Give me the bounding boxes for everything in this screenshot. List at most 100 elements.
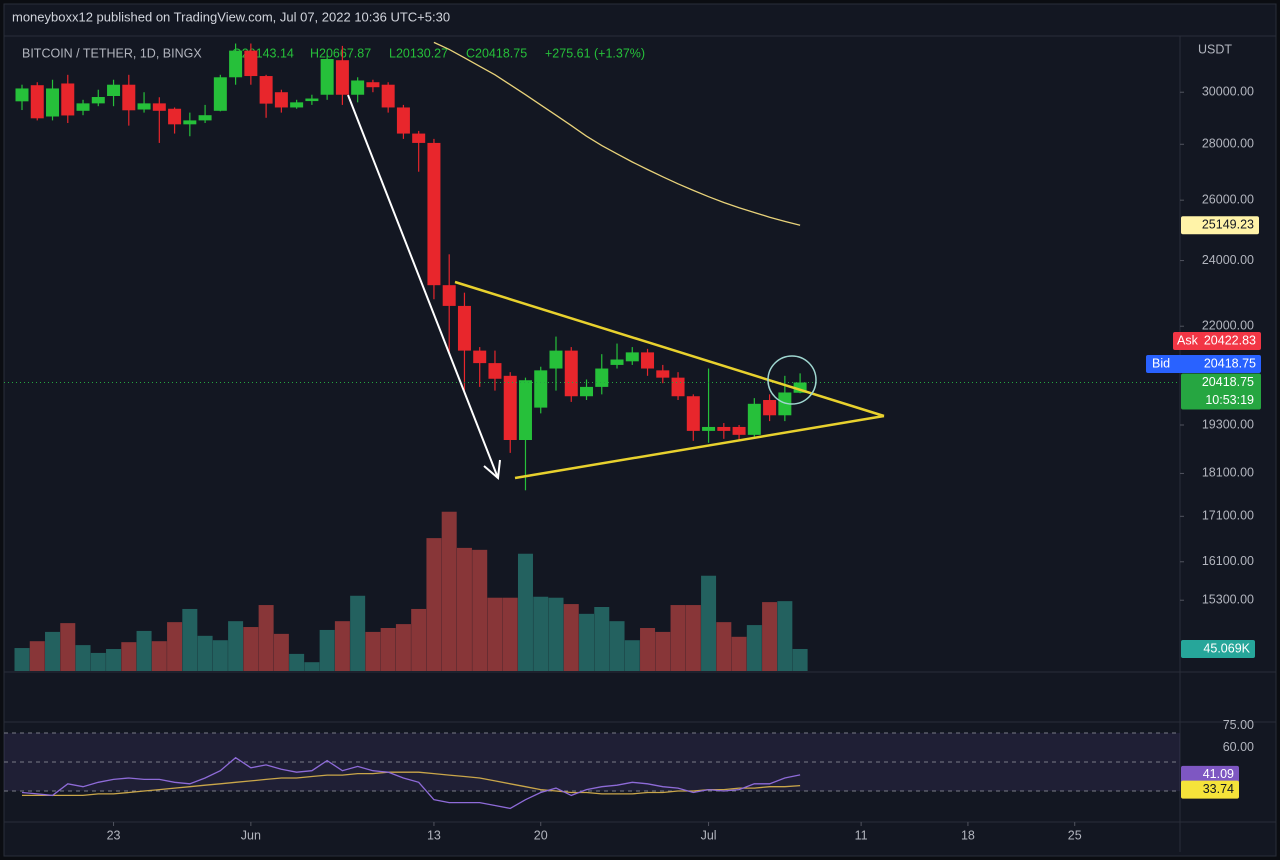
candle-body [747, 403, 761, 435]
volume-bar [182, 608, 198, 671]
volume-badge-bg [1181, 640, 1255, 658]
y-tick-label: 22000.00 [1202, 319, 1254, 333]
candle-body [61, 83, 75, 116]
legend-close: C20418.75 [466, 46, 527, 60]
candle-body [396, 107, 410, 134]
candle-body [76, 103, 90, 111]
candle-body [610, 359, 624, 365]
volume-bar [380, 628, 396, 671]
candle-body [30, 85, 44, 119]
volume-bar [685, 605, 701, 671]
rsi-tick-label: 60.00 [1223, 740, 1254, 754]
x-tick-label: 25 [1068, 828, 1082, 842]
x-tick-label: 20 [534, 828, 548, 842]
volume-bar [289, 653, 305, 671]
ma-badge-bg [1181, 216, 1259, 235]
x-tick-label: 23 [107, 828, 121, 842]
candle-body [229, 50, 243, 78]
volume-bar [670, 605, 686, 671]
volume-bar [487, 597, 503, 671]
candle-body [366, 82, 380, 88]
volume-badge: 45.069K [1203, 641, 1250, 655]
candle-body [427, 142, 441, 286]
bid-label: Bid [1152, 356, 1170, 370]
volume-bar [548, 597, 564, 671]
volume-bar [243, 627, 259, 671]
volume-bar [167, 622, 183, 671]
volume-bar [655, 631, 671, 671]
volume-bar [29, 641, 45, 671]
bid-badge-bg [1146, 355, 1261, 373]
candle-body [305, 98, 319, 102]
candle-body [656, 370, 670, 378]
user-drawings [347, 94, 885, 480]
candle-body [107, 84, 121, 97]
candle-body [137, 103, 151, 110]
candle-body [580, 386, 594, 397]
candle-body [381, 84, 395, 108]
volume-bar [716, 622, 732, 671]
bid-price: 20418.75 [1204, 356, 1256, 370]
candle-body [320, 59, 334, 95]
candle-body [91, 97, 105, 104]
volume-bar [319, 629, 335, 671]
candle-body [152, 103, 166, 111]
volume-bar [777, 601, 793, 671]
volume-bar [411, 608, 427, 671]
countdown: 10:53:19 [1205, 393, 1254, 407]
volume-bar [136, 630, 152, 671]
volume-bar [579, 613, 595, 671]
volume-bar [90, 652, 106, 671]
candle-body [671, 377, 685, 397]
price-unit: USDT [1198, 42, 1232, 56]
candle-body [259, 76, 273, 104]
ask-badge-bg [1173, 332, 1261, 350]
rsi-badge-bg [1181, 765, 1239, 784]
volume-bar [121, 642, 137, 671]
ask-price: 20422.83 [1204, 333, 1256, 347]
x-tick-label: 13 [427, 828, 441, 842]
candle-body [564, 350, 578, 397]
volume-bar [594, 606, 610, 671]
legend-high: H20667.87 [310, 46, 371, 60]
y-tick-label: 26000.00 [1202, 192, 1254, 206]
volume-bar [197, 635, 213, 671]
candle-body [290, 102, 304, 108]
candle-body [351, 80, 365, 95]
volume-bar [212, 640, 228, 671]
candle-body [595, 368, 609, 387]
last-price-badge-bg [1181, 373, 1261, 410]
legend-low: L20130.27 [389, 46, 448, 60]
volume-bar [350, 595, 366, 671]
candle-body [168, 108, 182, 125]
ma-badge: 25149.23 [1202, 218, 1254, 232]
volume-bar [334, 621, 350, 671]
volume-bar [701, 575, 717, 671]
volume-bar [624, 640, 640, 671]
candle-body [641, 352, 655, 369]
volume-bar [746, 625, 762, 671]
rsi-line [21, 756, 801, 810]
publish-header: moneyboxx12 published on TradingView.com… [12, 9, 450, 24]
rsi-tick-label: 75.00 [1223, 718, 1254, 732]
y-tick-label: 17100.00 [1202, 509, 1254, 523]
triangle-lower [514, 414, 885, 480]
rsi-ma-line [22, 771, 801, 797]
candle-body [686, 396, 700, 431]
candle-body [793, 382, 807, 393]
volume-bar [304, 662, 320, 671]
volume-bar [426, 538, 442, 671]
candle-body [549, 350, 563, 369]
volume-bar [762, 602, 778, 671]
volume-bar [517, 553, 533, 671]
volume-bar [472, 549, 488, 671]
volume-bar [60, 623, 76, 671]
y-tick-label: 30000.00 [1202, 85, 1254, 99]
volume-bar [14, 648, 30, 671]
legend-change: +275.61 (+1.37%) [545, 46, 645, 60]
volume-bar [441, 511, 457, 671]
y-tick-label: 16100.00 [1202, 554, 1254, 568]
candle-body [183, 120, 197, 125]
